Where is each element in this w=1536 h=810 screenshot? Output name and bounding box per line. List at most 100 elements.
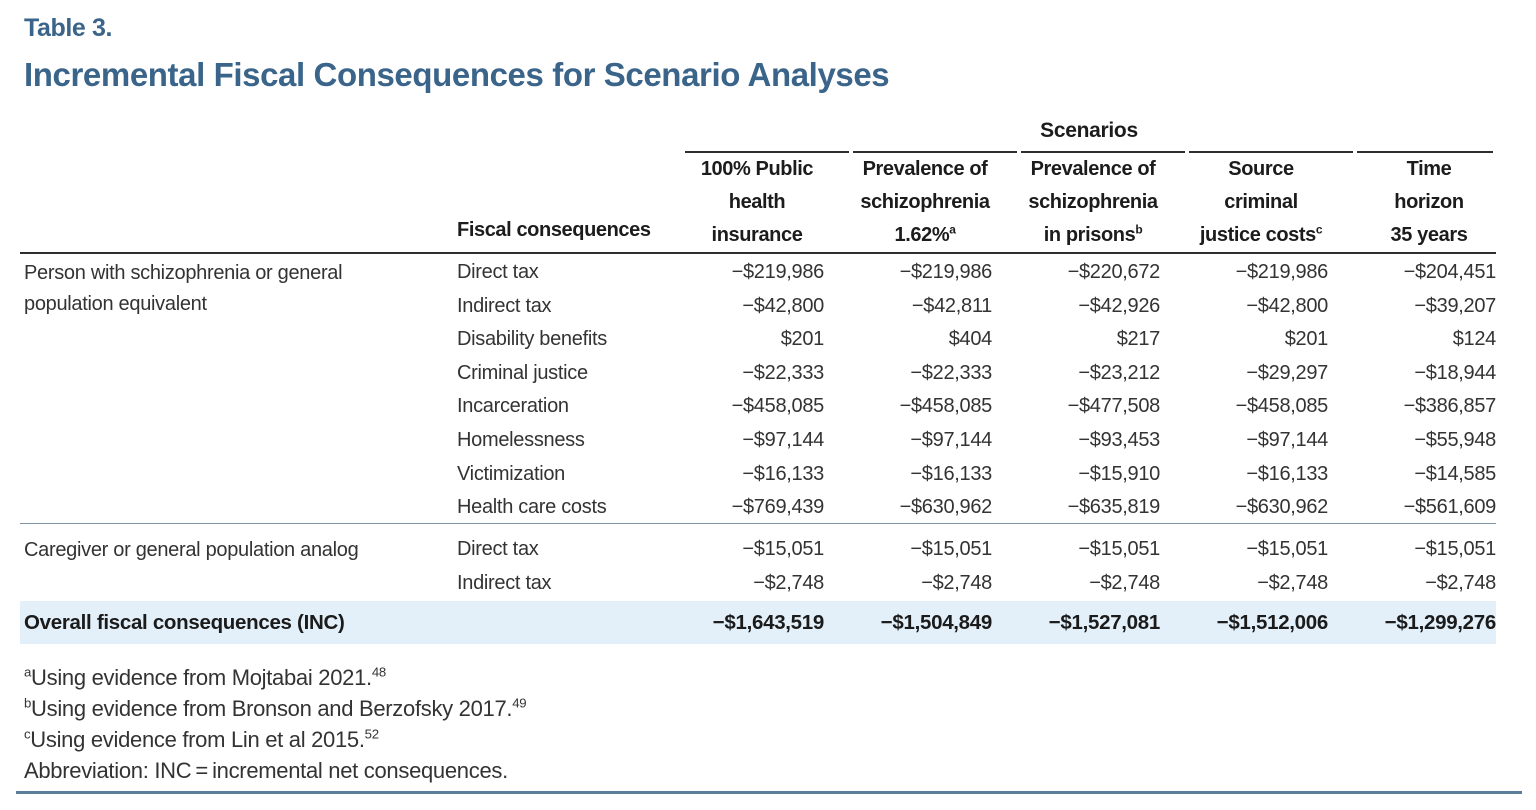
cell-value: −$2,748 [1425,571,1496,594]
cell-value: −$22,333 [910,361,992,384]
header-divider-rule [20,252,1496,254]
footnote-line: aUsing evidence from Mojtabai 2021.48 [24,664,386,690]
cell-value: −$97,144 [1246,428,1328,451]
column-header-1: 100% Public health insurance [673,153,841,252]
cell-value: −$42,800 [742,294,824,317]
cell-value: −$635,819 [1067,496,1161,519]
column-header-3: Prevalence of schizophrenia in prisonsb [1009,153,1177,252]
row-group-label: Caregiver or general population analog [24,539,359,561]
column-header-line: criminal [1224,191,1298,213]
cell-value: −$42,811 [911,294,992,317]
column-header-line: Source [1228,158,1294,180]
cell-value: −$219,986 [1235,261,1329,283]
scenarios-underline-segment [685,151,849,153]
row-label: Criminal justice [457,361,588,384]
cell-value: −$22,333 [742,361,824,384]
cell-value: −$477,508 [1067,395,1161,418]
cell-value: −$458,085 [899,395,993,418]
row-label: Direct tax [457,538,539,560]
column-header-5: Time horizon 35 years [1345,153,1513,252]
column-header-line: schizophrenia [1028,191,1158,213]
cell-value: −$14,585 [1414,462,1496,485]
total-cell-value: −$1,643,519 [712,610,825,634]
column-header-line: schizophrenia [860,191,990,213]
cell-value: −$55,948 [1414,428,1496,451]
section-divider-rule [20,523,1496,524]
total-cell-value: −$1,527,081 [1048,610,1161,634]
total-cell-value: −$1,504,849 [880,610,993,634]
scenarios-underline-segment [1189,151,1353,153]
column-header-line: in prisonsb [1043,222,1143,246]
footnote-marker-c: c [1315,222,1323,237]
column-header-line: Prevalence of [862,158,988,180]
column-header-line: Time [1406,158,1452,180]
row-label: Incarceration [457,395,569,418]
row-label: Indirect tax [457,294,552,317]
reference-number: 52 [364,726,379,742]
row-label: Homelessness [457,428,585,451]
column-header-line: health [728,191,786,213]
total-row-label: Overall fiscal consequences (INC) [24,610,345,634]
cell-value: −$42,926 [1078,294,1160,317]
cell-value: −$23,212 [1078,361,1160,384]
row-label: Victimization [457,462,565,485]
cell-value: −$2,748 [1257,571,1328,594]
table-number: Table 3. [24,14,113,42]
cell-value: $124 [1452,328,1497,351]
cell-value: $217 [1116,328,1161,351]
cell-value: −$97,144 [742,428,824,451]
cell-value: −$2,748 [1089,571,1160,594]
cell-value: −$15,051 [1246,538,1328,560]
footnote-marker-a: a [24,664,32,680]
reference-number: 48 [371,664,386,680]
column-header-line: 35 years [1390,224,1468,246]
cell-value: −$16,133 [1246,462,1328,485]
column-header-line: Prevalence of [1030,158,1156,180]
cell-value: −$219,986 [731,261,825,283]
cell-value: −$39,207 [1414,294,1496,317]
cell-value: −$630,962 [1235,496,1329,519]
cell-value: −$458,085 [1235,395,1329,418]
reference-number: 49 [512,695,527,711]
cell-value: −$18,944 [1414,361,1496,384]
cell-value: −$15,051 [1078,538,1160,560]
footnote-marker-b: b [24,695,32,711]
cell-value: $201 [780,328,825,351]
footnote-marker-a: a [949,222,956,237]
footnote-line: cUsing evidence from Lin et al 2015.52 [24,726,379,752]
row-group-0: Person with schizophrenia or general pop… [20,256,1496,525]
cell-value: −$2,748 [921,571,992,594]
cell-value: −$2,748 [753,571,824,594]
footnote-marker-b: b [1135,222,1143,237]
footnote-line: bUsing evidence from Bronson and Berzofs… [24,695,527,721]
cell-value: −$16,133 [742,462,824,485]
cell-value: −$630,962 [899,496,993,519]
page-title: Incremental Fiscal Consequences for Scen… [24,56,890,93]
column-header-line: insurance [711,224,803,246]
column-header-2: Prevalence of schizophrenia 1.62%a [841,153,1009,252]
cell-value: −$219,986 [899,261,993,283]
total-cell-value: −$1,512,006 [1216,610,1329,634]
row-group-1: Caregiver or general population analog Di… [20,533,1496,600]
cell-value: $201 [1284,328,1329,351]
cell-value: $404 [948,328,993,351]
scenarios-underline-segment [853,151,1017,153]
cell-value: −$769,439 [731,496,825,519]
total-cell-value: −$1,299,276 [1384,610,1497,634]
scenarios-group-header: Scenarios [1040,119,1138,142]
row-group-label: Person with schizophrenia or general pop… [24,262,343,315]
cell-value: −$42,800 [1246,294,1328,317]
cell-value: −$15,051 [910,538,992,560]
scenarios-underline-segment [1021,151,1185,153]
column-header-line: horizon [1394,191,1464,213]
row-label: Health care costs [457,496,607,519]
cell-value: −$561,609 [1403,496,1497,519]
scenarios-underline-segment [1357,151,1493,153]
row-label: Disability benefits [457,328,607,351]
cell-value: −$97,144 [910,428,992,451]
column-header-line: 100% Public [700,158,814,180]
cell-value: −$220,672 [1067,261,1161,283]
bottom-border-rule [16,791,1522,794]
cell-value: −$16,133 [910,462,992,485]
cell-value: −$15,051 [1414,538,1496,560]
